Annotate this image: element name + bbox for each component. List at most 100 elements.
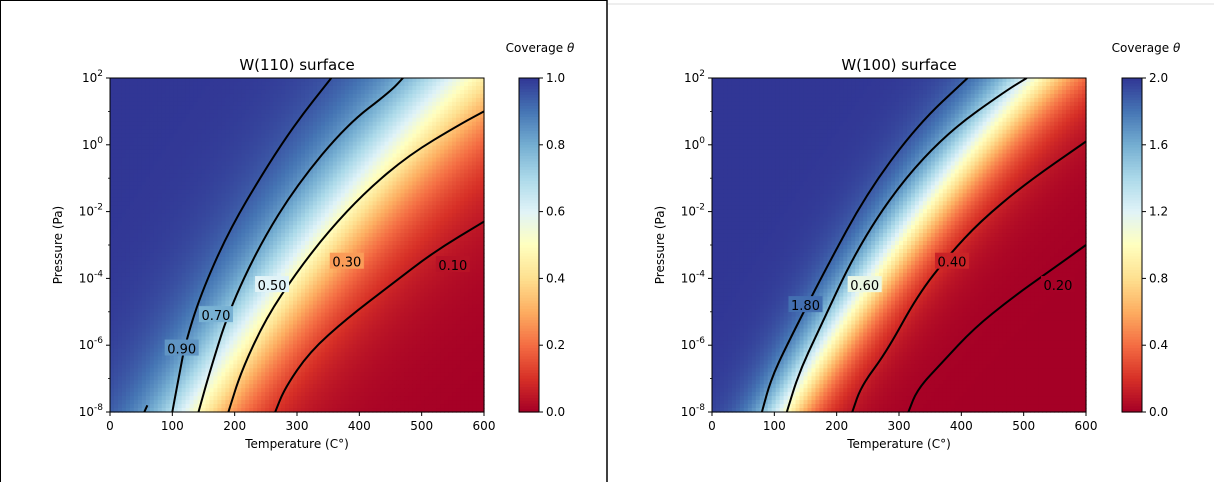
- heatmap-cell: [117, 217, 123, 222]
- heatmap-cell: [316, 197, 322, 202]
- heatmap-cell: [340, 388, 346, 393]
- heatmap-cell: [245, 352, 250, 357]
- heatmap-cell: [273, 376, 278, 381]
- heatmap-cell: [185, 101, 191, 107]
- heatmap-cell: [145, 328, 151, 334]
- heatmap-cell: [245, 121, 250, 127]
- heatmap-cell: [201, 292, 207, 298]
- heatmap-cell: [253, 348, 258, 353]
- heatmap-cell: [189, 169, 195, 175]
- heatmap-cell: [213, 89, 219, 95]
- heatmap-cell: [281, 169, 286, 175]
- heatmap-cell: [149, 408, 155, 413]
- heatmap-cell: [133, 296, 139, 302]
- heatmap-cell: [229, 408, 234, 413]
- heatmap-cell: [205, 260, 211, 266]
- heatmap-cell: [281, 81, 286, 87]
- heatmap-cell: [253, 225, 258, 230]
- heatmap-cell: [185, 312, 191, 318]
- heatmap-cell: [213, 288, 219, 294]
- heatmap-cell: [297, 296, 302, 302]
- heatmap-cell: [340, 272, 346, 278]
- heatmap-cell: [181, 268, 187, 274]
- heatmap-cell: [289, 304, 294, 310]
- heatmap-cell: [217, 324, 223, 330]
- heatmap-cell: [213, 300, 219, 306]
- heatmap-cell: [113, 241, 119, 246]
- heatmap-cell: [141, 93, 147, 99]
- heatmap-cell: [332, 101, 338, 107]
- heatmap-cell: [229, 113, 234, 119]
- heatmap-cell: [145, 304, 151, 310]
- heatmap-cell: [312, 181, 318, 186]
- heatmap-cell: [113, 380, 119, 385]
- heatmap-cell: [328, 292, 334, 298]
- heatmap-cell: [233, 205, 238, 210]
- heatmap-cell: [336, 241, 342, 246]
- heatmap-cell: [137, 181, 143, 186]
- heatmap-cell: [177, 320, 183, 326]
- heatmap-cell: [169, 201, 175, 206]
- heatmap-cell: [193, 205, 199, 210]
- heatmap-cell: [113, 193, 119, 198]
- heatmap-cell: [125, 320, 131, 326]
- heatmap-cell: [316, 400, 322, 405]
- heatmap-cell: [193, 356, 199, 361]
- heatmap-cell: [308, 117, 314, 123]
- heatmap-cell: [293, 161, 298, 167]
- heatmap-cell: [237, 197, 242, 202]
- heatmap-cell: [193, 133, 199, 139]
- heatmap-cell: [316, 260, 322, 266]
- heatmap-cell: [217, 356, 223, 361]
- heatmap-cell: [289, 288, 294, 294]
- heatmap-cell: [300, 133, 306, 139]
- heatmap-cell: [297, 177, 302, 182]
- heatmap-cell: [300, 193, 306, 198]
- heatmap-cell: [261, 356, 266, 361]
- heatmap-cell: [308, 161, 314, 167]
- heatmap-cell: [269, 364, 274, 369]
- heatmap-cell: [201, 348, 207, 353]
- heatmap-cell: [312, 364, 318, 369]
- heatmap-cell: [269, 340, 274, 346]
- heatmap-cell: [237, 105, 242, 111]
- heatmap-cell: [129, 388, 135, 393]
- heatmap-cell: [189, 117, 195, 123]
- heatmap-cell: [185, 149, 191, 155]
- heatmap-cell: [149, 89, 155, 95]
- heatmap-cell: [300, 408, 306, 413]
- heatmap-cell: [157, 145, 163, 151]
- heatmap-cell: [281, 372, 286, 377]
- heatmap-cell: [169, 241, 175, 246]
- heatmap-cell: [257, 201, 262, 206]
- heatmap-cell: [324, 336, 330, 342]
- heatmap-cell: [293, 113, 298, 119]
- heatmap-cell: [297, 380, 302, 385]
- heatmap-cell: [257, 161, 262, 167]
- heatmap-cell: [253, 217, 258, 222]
- heatmap-cell: [293, 237, 298, 242]
- heatmap-cell: [141, 404, 147, 409]
- heatmap-cell: [249, 93, 254, 99]
- heatmap-cell: [213, 241, 219, 246]
- heatmap-cell: [328, 332, 334, 338]
- heatmap-cell: [173, 364, 179, 369]
- heatmap-cell: [121, 125, 127, 131]
- heatmap-cell: [304, 400, 310, 405]
- heatmap-cell: [141, 197, 147, 202]
- heatmap-cell: [149, 217, 155, 222]
- heatmap-cell: [197, 145, 203, 151]
- heatmap-cell: [129, 109, 135, 115]
- heatmap-cell: [237, 256, 242, 262]
- heatmap-cell: [193, 157, 199, 163]
- heatmap-cell: [181, 256, 187, 262]
- heatmap-cell: [213, 213, 219, 218]
- heatmap-cell: [281, 384, 286, 389]
- heatmap-cell: [312, 408, 318, 413]
- heatmap-cell: [316, 117, 322, 123]
- heatmap-cell: [169, 388, 175, 393]
- heatmap-cell: [213, 292, 219, 298]
- heatmap-cell: [304, 85, 310, 91]
- heatmap-cell: [293, 185, 298, 190]
- heatmap-cell: [340, 372, 346, 377]
